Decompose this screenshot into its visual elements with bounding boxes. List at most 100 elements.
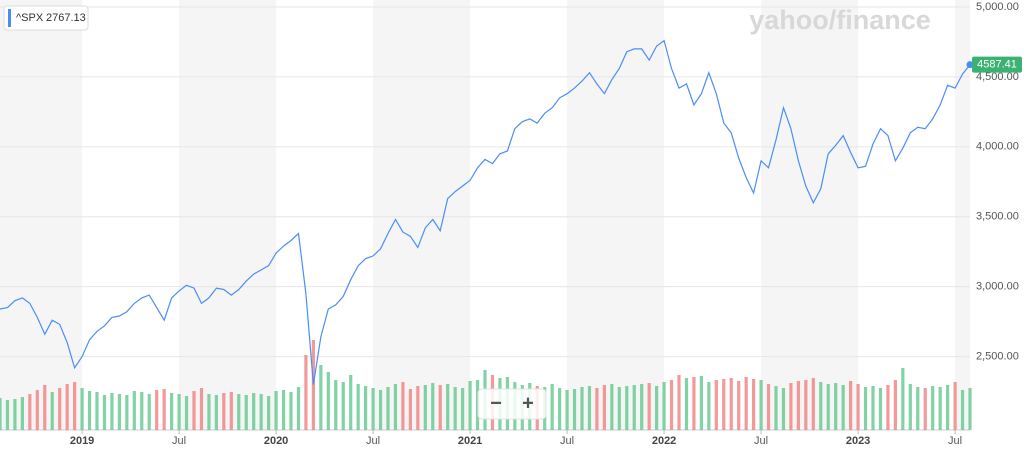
- volume-bar: [259, 394, 263, 430]
- volume-bar: [155, 390, 159, 430]
- legend-box: [3, 5, 89, 31]
- volume-bar: [863, 387, 868, 430]
- volume-bar: [707, 382, 711, 430]
- volume-bar: [834, 383, 838, 430]
- price-line: [0, 39, 971, 385]
- x-tick-label: Jul: [366, 435, 380, 447]
- volume-bar: [110, 393, 114, 430]
- volume-bar: [319, 365, 323, 430]
- volume-bar: [722, 379, 726, 430]
- volume-bar: [826, 384, 830, 430]
- volume-bar: [886, 385, 890, 430]
- volume-bar: [931, 386, 935, 430]
- volume-bar: [371, 388, 375, 430]
- volume-bar: [214, 395, 218, 430]
- x-tick-label: 2023: [846, 435, 870, 447]
- volume-bar: [595, 388, 599, 430]
- volume-bar: [655, 386, 659, 430]
- volume-bar: [50, 392, 54, 430]
- volume-bar: [960, 390, 965, 430]
- volume-bar: [364, 386, 368, 430]
- volume-bar: [147, 394, 151, 430]
- x-tick-label: 2020: [264, 435, 288, 447]
- y-tick-label: 3,500.00: [976, 211, 1019, 223]
- zoom-in-button[interactable]: +: [522, 392, 534, 414]
- volume-bar: [386, 387, 390, 430]
- volume-bar: [759, 380, 763, 430]
- volume-bar: [580, 387, 584, 430]
- volume-bar: [632, 385, 636, 430]
- volume-bar: [878, 388, 883, 430]
- volume-bar: [587, 386, 592, 430]
- volume-bar: [737, 381, 741, 430]
- volume-bar: [714, 380, 718, 430]
- volume-bar: [617, 387, 621, 430]
- zoom-out-button[interactable]: −: [490, 392, 502, 414]
- volume-bar: [281, 390, 286, 430]
- volume-bar: [729, 378, 733, 430]
- volume-bar: [804, 380, 808, 430]
- volume-bar: [908, 384, 912, 430]
- volume-bar: [677, 375, 681, 430]
- last-price-tag: [972, 56, 1022, 73]
- last-price-label: 4587.41: [977, 59, 1017, 71]
- volume-bar: [968, 388, 972, 430]
- volume-bar: [669, 380, 674, 430]
- volume-bar: [311, 340, 315, 430]
- volume-bar: [819, 382, 823, 430]
- volume-bar: [610, 384, 614, 430]
- volume-bar: [222, 393, 226, 430]
- volume-bar: [20, 397, 24, 430]
- volume-bar: [13, 399, 17, 430]
- volume-bar: [296, 387, 301, 430]
- volume-bar: [446, 384, 450, 430]
- volume-bar: [699, 376, 703, 430]
- volume-bar: [0, 398, 2, 430]
- volume-bar: [811, 378, 815, 430]
- volume-bar: [625, 386, 629, 430]
- volume-bar: [125, 395, 129, 430]
- volume-bar: [901, 368, 905, 430]
- period-band: [567, 0, 665, 430]
- volume-bar: [80, 388, 84, 430]
- volume-bar: [774, 386, 778, 430]
- volume-bar: [393, 384, 398, 430]
- volume-bar: [28, 394, 32, 430]
- volume-bar: [140, 392, 144, 430]
- volume-bar: [565, 390, 569, 430]
- y-tick-label: 4,500.00: [976, 71, 1019, 83]
- x-tick-label: Jul: [560, 435, 574, 447]
- volume-bar: [453, 387, 457, 430]
- volume-bar: [461, 388, 465, 430]
- volume-bar: [274, 391, 278, 430]
- watermark: yahoo/finance: [749, 5, 931, 35]
- volume-bar: [408, 389, 412, 430]
- legend-swatch: [8, 9, 11, 27]
- period-band: [955, 0, 970, 430]
- volume-bar: [438, 385, 442, 430]
- volume-bar: [199, 388, 204, 430]
- volume-bar: [5, 400, 10, 430]
- volume-bar: [207, 394, 211, 430]
- volume-bar: [662, 382, 666, 430]
- volume-bar: [468, 381, 472, 430]
- volume-bar: [378, 390, 383, 430]
- volume-bar: [647, 383, 651, 430]
- volume-bar: [796, 381, 800, 430]
- volume-bar: [752, 379, 756, 430]
- volume-bar: [684, 378, 689, 430]
- volume-bar: [43, 385, 47, 430]
- volume-bar: [923, 388, 927, 430]
- volume-bar: [267, 396, 271, 430]
- last-price-dot: [966, 61, 974, 69]
- volume-bar: [162, 389, 166, 430]
- volume-bar: [334, 380, 338, 430]
- volume-bar: [416, 386, 420, 430]
- volume-bar: [58, 388, 62, 430]
- volume-bar: [65, 384, 69, 430]
- period-band: [761, 0, 859, 430]
- x-tick-label: Jul: [948, 435, 962, 447]
- volume-bar: [117, 394, 121, 430]
- volume-bar: [229, 392, 233, 430]
